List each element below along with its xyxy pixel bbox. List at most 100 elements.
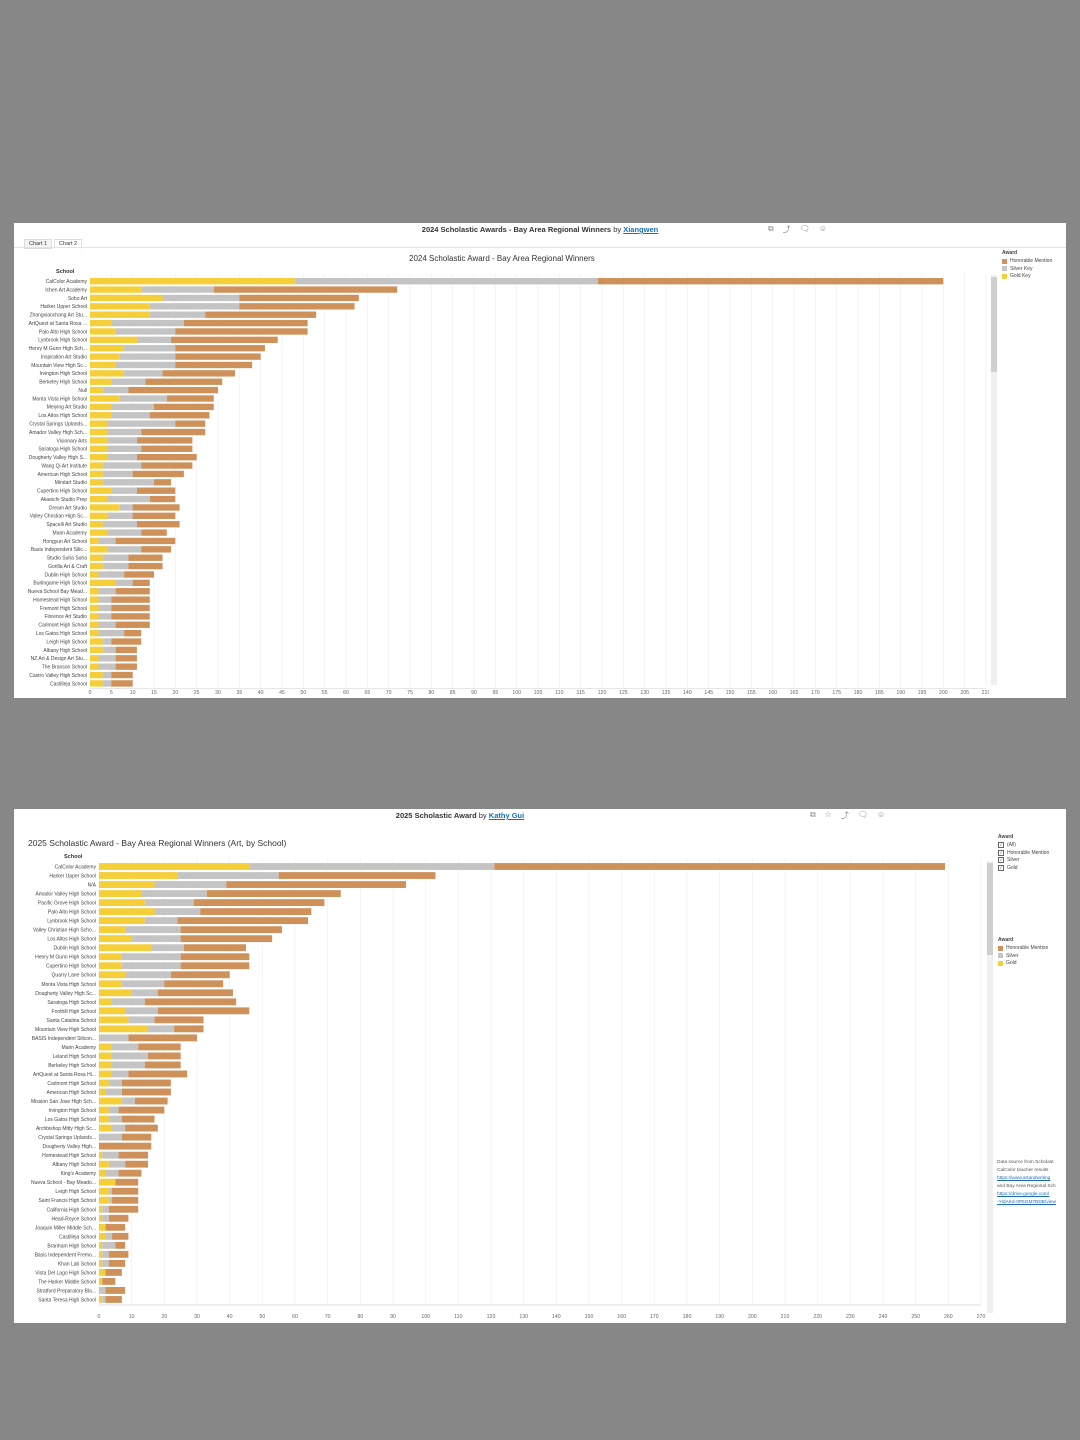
bar-segment-honorable-mention[interactable] [118,1169,142,1177]
bar-segment-silver-key[interactable] [102,562,129,570]
bar-segment-silver-key[interactable] [124,370,163,377]
copy-icon[interactable]: ⧉ [768,224,774,233]
bar-segment-gold-key[interactable] [90,546,108,553]
bar-segment-gold-key[interactable] [90,437,108,444]
bar-segment-honorable-mention[interactable] [118,1151,148,1159]
bar-segment-silver-key[interactable] [102,479,154,486]
bar-segment-honorable-mention[interactable] [111,671,133,679]
bar-segment-silver-key[interactable] [107,453,137,461]
bar-segment-honorable-mention[interactable] [115,621,150,628]
bar-segment-silver-key[interactable] [162,294,240,302]
bar-segment-gold-key[interactable] [90,428,108,436]
bar-segment-honorable-mention[interactable] [597,278,944,285]
bar-segment-honorable-mention[interactable] [112,1187,139,1195]
author-link[interactable]: Xiangwen [623,225,659,234]
bar-segment-gold[interactable] [99,1178,116,1186]
bar-segment-gold-key[interactable] [90,521,103,528]
bar-segment-honorable-mention[interactable] [132,579,150,587]
bar-segment-honorable-mention[interactable] [141,529,167,536]
bar-segment-gold-key[interactable] [90,453,108,461]
bar-segment-honorable-mention[interactable] [239,294,359,302]
bar-segment-honorable-mention[interactable] [115,588,150,595]
bar-segment-honorable-mention[interactable] [128,554,163,561]
bar-segment-silver-key[interactable] [107,512,133,520]
bar-segment-honorable-mention[interactable] [132,470,184,478]
bar-segment-gold[interactable] [99,1205,103,1213]
bar-segment-silver[interactable] [125,926,181,934]
bar-segment-honorable-mention[interactable] [121,1088,171,1096]
bar-segment-honorable-mention[interactable] [108,1214,129,1222]
bar-segment-gold[interactable] [99,1160,109,1168]
bar-segment-silver-key[interactable] [136,336,172,344]
bar-segment-gold[interactable] [99,863,250,870]
bar-segment-gold-key[interactable] [90,671,103,679]
bar-segment-gold-key[interactable] [90,378,112,385]
bar-segment-silver[interactable] [102,1250,109,1258]
bar-segment-gold-key[interactable] [90,512,108,520]
bar-segment-gold[interactable] [99,1232,106,1240]
bar-segment-gold-key[interactable] [90,621,99,628]
bar-segment-gold-key[interactable] [90,470,103,478]
bar-segment-silver-key[interactable] [102,638,112,645]
bar-segment-honorable-mention[interactable] [170,971,230,979]
bar-segment-gold[interactable] [99,890,142,897]
bar-segment-gold-key[interactable] [90,445,108,452]
bar-segment-gold[interactable] [99,1088,106,1096]
bar-segment-gold[interactable] [99,881,155,888]
bar-segment-honorable-mention[interactable] [115,1178,139,1186]
bar-segment-silver[interactable] [108,1115,122,1123]
bar-segment-honorable-mention[interactable] [128,1070,188,1078]
bar-segment-silver-key[interactable] [115,361,176,369]
bar-segment-honorable-mention[interactable] [99,1142,152,1150]
bar-segment-silver-key[interactable] [111,319,184,327]
bar-segment-silver[interactable] [102,1151,119,1159]
bar-segment-honorable-mention[interactable] [175,361,253,369]
bar-segment-gold[interactable] [99,1296,103,1303]
bar-segment-gold-key[interactable] [90,412,112,419]
bar-segment-silver[interactable] [105,1232,113,1240]
bar-segment-honorable-mention[interactable] [112,1196,139,1204]
bar-segment-silver[interactable] [112,998,145,1006]
bar-segment-silver[interactable] [112,1124,126,1132]
account-icon[interactable]: ☺ [877,810,886,819]
bar-segment-gold[interactable] [99,1187,109,1195]
bar-segment-gold-key[interactable] [90,646,103,654]
bar-segment-gold-key[interactable] [90,361,116,369]
bar-segment-gold-key[interactable] [90,596,99,603]
bar-segment-silver-key[interactable] [98,663,116,670]
bar-segment-honorable-mention[interactable] [115,537,176,545]
filter-option-silver[interactable]: ✓ Silver [998,857,1020,863]
bar-segment-honorable-mention[interactable] [136,437,193,444]
share-icon[interactable]: ⤴ [840,811,849,820]
bar-segment-silver-key[interactable] [102,386,129,394]
bar-segment-gold[interactable] [99,1259,103,1267]
bar-segment-silver-key[interactable] [98,604,112,612]
bar-segment-gold[interactable] [99,1169,106,1177]
bar-segment-gold[interactable] [99,1052,113,1060]
bar-segment-gold[interactable] [99,1025,148,1033]
bar-segment-honorable-mention[interactable] [149,495,176,503]
bar-segment-gold[interactable] [99,872,178,879]
bar-segment-honorable-mention[interactable] [141,445,193,452]
bar-segment-honorable-mention[interactable] [124,571,154,578]
bar-segment-gold-key[interactable] [90,336,137,344]
bar-segment-honorable-mention[interactable] [154,1016,204,1024]
bar-segment-honorable-mention[interactable] [164,980,224,988]
bar-segment-honorable-mention[interactable] [141,428,206,436]
bar-segment-honorable-mention[interactable] [144,1061,181,1069]
bar-segment-honorable-mention[interactable] [105,1223,126,1231]
bar-segment-honorable-mention[interactable] [183,944,246,952]
bar-segment-honorable-mention[interactable] [111,638,142,645]
bar-segment-honorable-mention[interactable] [177,917,309,925]
bar-segment-gold-key[interactable] [90,420,108,427]
bar-segment-honorable-mention[interactable] [138,1043,181,1051]
bar-segment-honorable-mention[interactable] [171,336,278,344]
bar-segment-honorable-mention[interactable] [154,403,214,411]
bar-segment-honorable-mention[interactable] [193,899,325,907]
bar-segment-honorable-mention[interactable] [136,521,180,528]
bar-segment-silver[interactable] [131,935,181,943]
bar-segment-silver[interactable] [151,944,184,952]
bar-segment-honorable-mention[interactable] [183,319,308,327]
bar-segment-gold-key[interactable] [90,294,163,302]
share-icon[interactable]: ⤴ [782,225,791,234]
